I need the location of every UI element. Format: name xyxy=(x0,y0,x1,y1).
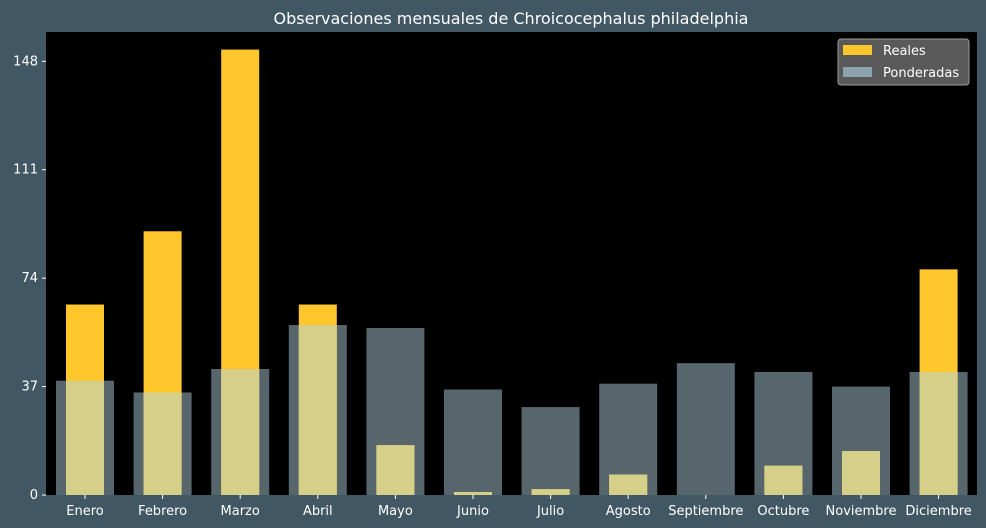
bar-overlap-marzo xyxy=(221,368,260,495)
bar-ponderadas-julio xyxy=(521,407,580,495)
x-tick-label-julio: Julio xyxy=(536,504,564,519)
chart-title: Observaciones mensuales de Chroicocephal… xyxy=(274,9,749,28)
y-axis: 0 37 74 111 148 xyxy=(13,54,46,503)
y-tick-label-74: 74 xyxy=(21,271,38,286)
bar-overlap-abril xyxy=(298,325,337,495)
bar-overlap-noviembre xyxy=(842,451,880,495)
y-tick-label-148: 148 xyxy=(13,54,38,69)
x-tick-label-octubre: Octubre xyxy=(757,504,809,519)
bar-overlap-mayo xyxy=(376,445,415,495)
bar-overlap-enero xyxy=(66,380,104,495)
bar-overlap-julio xyxy=(531,489,570,495)
y-tick-label-111: 111 xyxy=(13,163,38,178)
bar-overlap-junio xyxy=(454,492,492,495)
x-tick-label-mayo: Mayo xyxy=(378,504,413,519)
bar-overlap-octubre xyxy=(764,465,803,495)
bar-overlap-agosto xyxy=(609,474,648,495)
plot-area xyxy=(46,32,977,495)
x-tick-label-diciembre: Diciembre xyxy=(905,504,971,519)
bar-overlap-febrero xyxy=(143,392,182,495)
bar-ponderadas-junio xyxy=(444,389,502,495)
bar-ponderadas-septiembre xyxy=(676,363,735,495)
y-tick-label-37: 37 xyxy=(21,380,38,395)
x-tick-label-agosto: Agosto xyxy=(606,504,651,519)
x-tick-label-septiembre: Septiembre xyxy=(668,504,743,519)
legend-swatch-ponderadas xyxy=(843,67,872,77)
bar-overlap-diciembre xyxy=(919,371,958,495)
legend: Reales Ponderadas xyxy=(837,38,970,86)
x-axis: Enero Febrero Marzo Abril Mayo Junio Julio Agos… xyxy=(66,495,972,519)
legend-swatch-reales xyxy=(843,45,872,55)
overlap-layer xyxy=(66,325,958,495)
legend-label-ponderadas: Ponderadas xyxy=(883,66,959,81)
legend-label-reales: Reales xyxy=(883,44,926,59)
x-tick-label-marzo: Marzo xyxy=(221,504,260,519)
x-tick-label-abril: Abril xyxy=(303,504,333,519)
x-tick-label-noviembre: Noviembre xyxy=(826,504,897,519)
x-tick-label-febrero: Febrero xyxy=(138,504,187,519)
y-tick-label-0: 0 xyxy=(30,488,38,503)
x-tick-label-junio: Junio xyxy=(456,504,489,519)
x-tick-label-enero: Enero xyxy=(66,504,104,519)
